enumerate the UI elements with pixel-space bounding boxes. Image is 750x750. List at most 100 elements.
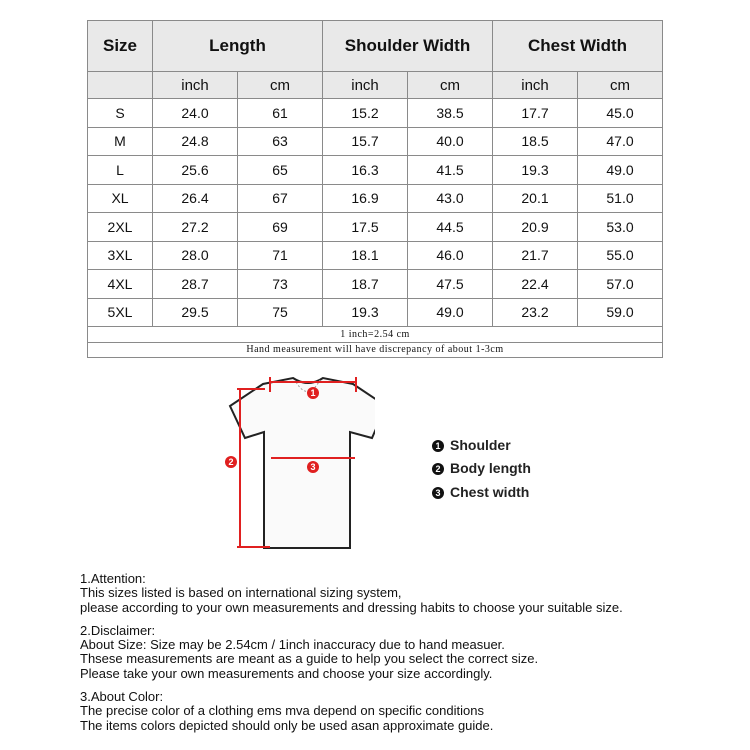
unit: cm: [237, 71, 323, 99]
table-cell: 73: [237, 269, 323, 299]
marker-1-label: 1: [310, 388, 315, 398]
size-cell: 2XL: [87, 212, 153, 242]
table-cell: 46.0: [406, 240, 494, 270]
table-cell: 67: [237, 183, 323, 213]
notes-section: 1.Attention: This sizes listed is based o…: [80, 571, 623, 742]
table-cell: 24.0: [152, 98, 238, 128]
header-length: Length: [152, 20, 323, 72]
table-cell: 17.7: [492, 98, 579, 128]
table-cell: 51.0: [577, 183, 664, 213]
table-cell: 18.7: [322, 269, 408, 299]
table-cell: 22.4: [492, 269, 579, 299]
table-cell: 26.4: [152, 183, 238, 213]
table-cell: 61: [237, 98, 323, 128]
unit: cm: [406, 71, 494, 99]
table-cell: 53.0: [577, 212, 664, 242]
note-block: 1.Attention: This sizes listed is based o…: [80, 571, 623, 615]
table-cell: 18.5: [492, 126, 579, 156]
table-cell: 15.7: [322, 126, 408, 156]
tshirt-measurement-diagram: 1 2 3: [225, 376, 375, 549]
table-cell: 65: [237, 155, 323, 185]
table-cell: 47.0: [577, 126, 664, 156]
note-title: 2.Disclaimer:: [80, 622, 156, 638]
table-cell: 28.0: [152, 240, 238, 270]
table-cell: 71: [237, 240, 323, 270]
unit: inch: [152, 71, 238, 99]
table-cell: 25.6: [152, 155, 238, 185]
table-cell: 57.0: [577, 269, 664, 299]
table-row: 2XL 27.2 69 17.5 44.5 20.9 53.0: [87, 212, 664, 242]
marker-2-icon: [225, 456, 237, 468]
table-cell: 43.0: [406, 183, 494, 213]
table-cell: 16.3: [322, 155, 408, 185]
size-cell: XL: [87, 183, 153, 213]
table-cell: 27.2: [152, 212, 238, 242]
table-row: S 24.0 61 15.2 38.5 17.7 45.0: [87, 98, 664, 128]
unit: cm: [577, 71, 664, 99]
marker-1-icon: [307, 387, 319, 399]
note-line: The items colors depicted should only be…: [80, 717, 494, 733]
unit: inch: [492, 71, 579, 99]
tshirt-icon: [228, 376, 375, 549]
header-shoulder-width: Shoulder Width: [321, 20, 494, 72]
note-line: Thsese measurements are meant as a guide…: [80, 651, 539, 667]
table-cell: 45.0: [577, 98, 664, 128]
discrepancy-note: Hand measurement will have discrepancy o…: [86, 341, 664, 358]
legend-label: Shoulder: [450, 437, 511, 453]
table-cell: 18.1: [322, 240, 408, 270]
table-cell: 21.7: [492, 240, 579, 270]
header-size: Size: [87, 20, 153, 72]
table-cell: 15.2: [322, 98, 408, 128]
note-line: This sizes listed is based on internatio…: [80, 585, 402, 601]
table-cell: 69: [237, 212, 323, 242]
legend-item-body-length: 2 Body length: [432, 460, 531, 476]
table-cell: 40.0: [406, 126, 494, 156]
table-cell: 63: [237, 126, 323, 156]
table-cell: 75: [237, 297, 323, 327]
size-cell: L: [87, 155, 153, 185]
table-row: 4XL 28.7 73 18.7 47.5 22.4 57.0: [87, 269, 664, 299]
table-cell: 16.9: [322, 183, 408, 213]
number-3-icon: 3: [432, 487, 444, 499]
note-title: 3.About Color:: [80, 689, 164, 705]
table-cell: 38.5: [406, 98, 494, 128]
legend-item-shoulder: 1 Shoulder: [432, 437, 511, 453]
number-2-icon: 2: [432, 463, 444, 475]
table-cell: 29.5: [152, 297, 238, 327]
table-cell: 28.7: [152, 269, 238, 299]
table-row: 5XL 29.5 75 19.3 49.0 23.2 59.0: [87, 297, 664, 327]
table-cell: 44.5: [406, 212, 494, 242]
note-line: About Size: Size may be 2.54cm / 1inch i…: [80, 637, 505, 653]
unit-row: inch cm inch cm inch cm: [87, 71, 664, 99]
table-cell: 19.3: [492, 155, 579, 185]
note-block: 3.About Color: The precise color of a clo…: [80, 689, 623, 733]
conversion-note: 1 inch=2.54 cm: [86, 326, 664, 343]
note-line: please according to your own measurement…: [80, 599, 623, 615]
note-block: 2.Disclaimer: About Size: Size may be 2.5…: [80, 622, 623, 681]
unit-empty: [87, 71, 153, 99]
table-row: XL 26.4 67 16.9 43.0 20.1 51.0: [87, 183, 664, 213]
header-row: Size Length Shoulder Width Chest Width: [87, 20, 664, 72]
marker-3-icon: [307, 461, 319, 473]
table-cell: 20.1: [492, 183, 579, 213]
table-cell: 20.9: [492, 212, 579, 242]
number-1-icon: 1: [432, 440, 444, 452]
marker-2-label: 2: [228, 457, 233, 467]
legend-label: Chest width: [450, 484, 530, 500]
marker-icons: [225, 387, 319, 473]
note-title: 1.Attention:: [80, 571, 146, 586]
note-line: The precise color of a clothing ems mva …: [80, 703, 484, 719]
marker-3-label: 3: [310, 462, 315, 472]
table-cell: 19.3: [322, 297, 408, 327]
unit: inch: [322, 71, 408, 99]
header-chest-width: Chest Width: [492, 20, 664, 72]
size-chart-table: Size Length Shoulder Width Chest Width i…: [86, 20, 664, 358]
table-cell: 49.0: [577, 155, 664, 185]
size-cell: 3XL: [87, 240, 153, 270]
table-row: 3XL 28.0 71 18.1 46.0 21.7 55.0: [87, 240, 664, 270]
legend-item-chest-width: 3 Chest width: [432, 484, 529, 500]
table-cell: 17.5: [322, 212, 408, 242]
note-line: Please take your own measurements and ch…: [80, 665, 493, 681]
table-cell: 55.0: [577, 240, 664, 270]
size-cell: S: [87, 98, 153, 128]
